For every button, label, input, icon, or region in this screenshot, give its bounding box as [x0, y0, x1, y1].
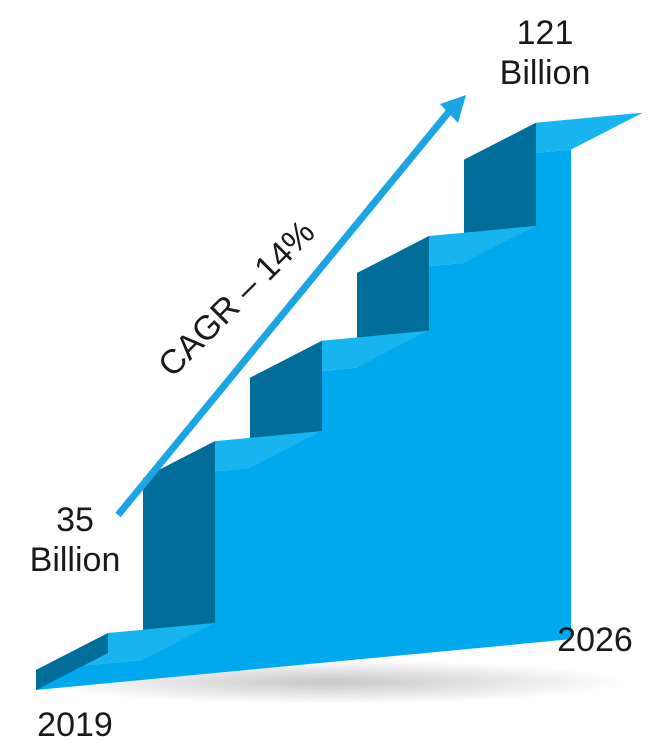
step-front-3 — [357, 262, 464, 660]
growth-arrow-head — [440, 95, 466, 123]
end-value-label: 121 Billion — [470, 13, 620, 93]
step-riser-1 — [143, 441, 215, 660]
end-value: 121 — [516, 14, 574, 52]
end-unit: Billion — [499, 54, 591, 92]
step-riser-0 — [36, 633, 108, 690]
start-value: 35 — [56, 501, 94, 539]
step-front-4 — [464, 149, 571, 650]
step-front-0 — [36, 659, 143, 690]
staircase-steps — [36, 112, 643, 690]
end-year-label: 2026 — [557, 621, 633, 659]
start-value-label: 35 Billion — [10, 500, 140, 580]
growth-arrow — [115, 105, 455, 518]
start-year-label: 2019 — [37, 706, 113, 744]
start-unit: Billion — [29, 541, 121, 579]
